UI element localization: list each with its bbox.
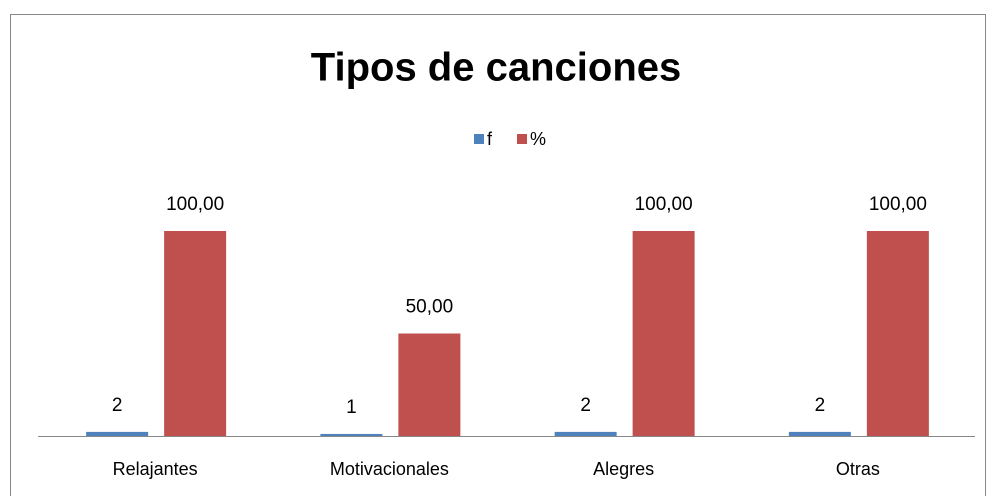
x-tick-label: Relajantes [113,459,198,479]
value-label: 1 [346,397,357,418]
x-tick-label: Otras [836,459,880,479]
x-tick-label: Motivacionales [330,459,449,479]
legend-swatch [517,134,527,144]
value-label: 100,00 [869,194,927,215]
chart-title: Tipos de canciones [311,46,682,90]
legend-label: f [487,129,493,149]
value-label: 2 [112,395,123,416]
bar [554,431,617,436]
bar [320,433,383,436]
value-label: 50,00 [406,297,454,318]
value-label: 2 [580,395,591,416]
value-label: 2 [815,395,826,416]
x-tick-label: Alegres [593,459,654,479]
bar [866,231,929,436]
bar [398,333,461,436]
value-label: 100,00 [635,194,693,215]
bar [632,231,695,436]
value-label: 100,00 [166,194,224,215]
legend-swatch [474,134,484,144]
bar [164,231,227,436]
bar [788,431,851,436]
bar [86,431,149,436]
legend-label: % [530,129,546,149]
